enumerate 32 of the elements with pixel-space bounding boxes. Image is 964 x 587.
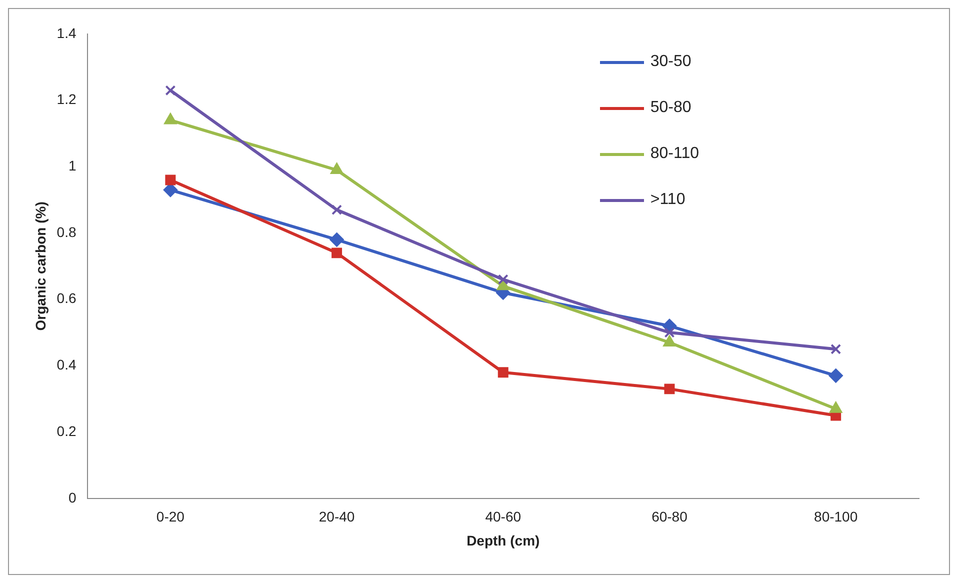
y-tick-label: 1.4 <box>56 24 76 41</box>
point <box>165 85 176 96</box>
y-tick-label: 0.4 <box>56 356 76 373</box>
point <box>332 204 342 216</box>
point <box>165 174 176 186</box>
point <box>828 368 843 383</box>
point <box>664 384 675 394</box>
legend-label: 80-110 <box>650 145 699 163</box>
y-tick-label: 0.8 <box>56 224 76 240</box>
legend-label: 30-50 <box>650 53 692 71</box>
y-tick-label: 0.2 <box>56 422 76 439</box>
point <box>332 248 342 258</box>
x-tick-label: 0-20 <box>156 508 185 525</box>
legend-label: >110 <box>650 191 686 209</box>
y-axis-title: Organic carbon (%) <box>32 202 48 331</box>
point <box>498 274 508 285</box>
x-tick-label: 20-40 <box>318 508 355 525</box>
y-tick-label: 0.6 <box>56 290 76 306</box>
point <box>830 344 842 354</box>
point <box>164 113 177 124</box>
x-tick-label: 80-100 <box>814 508 858 525</box>
point <box>330 163 343 174</box>
legend-label: 50-80 <box>650 99 692 117</box>
point <box>664 327 675 338</box>
y-tick-label: 1.2 <box>56 91 76 108</box>
y-tick-label: 1 <box>68 158 76 174</box>
point <box>330 232 344 247</box>
point <box>498 367 508 378</box>
x-tick-label: 40-60 <box>485 508 522 525</box>
x-axis-title: Depth (cm) <box>466 532 540 548</box>
x-tick-label: 60-80 <box>652 508 688 525</box>
y-tick-label: 0 <box>68 489 76 506</box>
